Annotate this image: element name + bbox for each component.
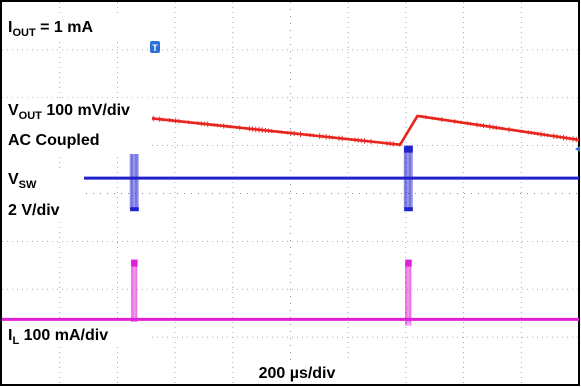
- vsw-burst-bottom: [404, 207, 413, 211]
- svg-text:T: T: [152, 43, 158, 53]
- il-burst-top: [405, 260, 411, 267]
- x-axis-label: 200 µs/div: [259, 365, 336, 382]
- vout-coupling-label: AC Coupled: [8, 132, 100, 149]
- vsw-burst-bottom: [130, 207, 139, 211]
- vsw-scale-label: 2 V/div: [8, 202, 60, 219]
- vsw-burst-top: [404, 146, 413, 153]
- il-burst-top: [131, 260, 137, 267]
- trigger-marker: T: [150, 41, 160, 53]
